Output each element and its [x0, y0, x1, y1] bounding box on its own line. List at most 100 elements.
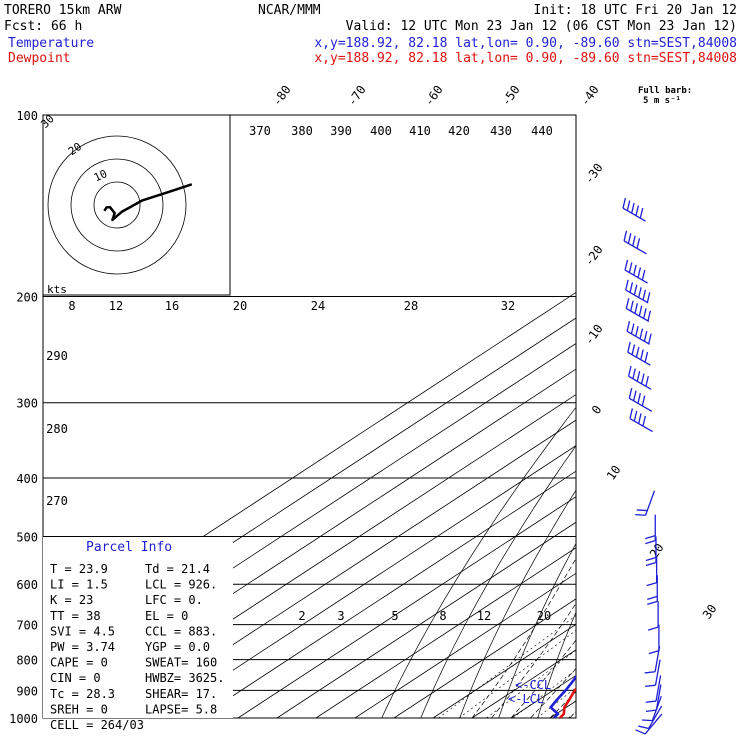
wind-barb-flag: [627, 341, 631, 353]
temperature-legend: Temperature: [8, 36, 94, 51]
theta-label: 290: [46, 349, 68, 363]
isotherm-label: -20: [582, 243, 606, 269]
isotherm-label: 30: [700, 602, 720, 622]
wind-barb-flag: [640, 373, 645, 384]
wind-barb-flag: [627, 233, 632, 244]
parcel-row-left: PW = 3.74: [50, 640, 115, 654]
wind-barb: [625, 279, 651, 304]
parcel-row-left: CIN = 0: [50, 671, 101, 685]
isotherm-line: [589, 115, 740, 718]
wind-barb-flag: [626, 320, 631, 332]
wind-barb-flag: [628, 387, 633, 399]
parcel-row-right: LAPSE= 5.8: [145, 702, 217, 716]
mixing-ratio-line: [486, 649, 576, 718]
wind-barb: [628, 387, 653, 412]
wind-barb-flag: [638, 305, 643, 317]
barb-legend-title: Full barb:: [638, 86, 692, 96]
mixing-ratio-line: [459, 629, 576, 718]
wind-barb-staff: [651, 695, 662, 721]
parcel-row-left: TT = 38: [50, 609, 101, 623]
parcel-row-right: YGP = 0.0: [145, 640, 210, 654]
mixing-ratio-label: 5: [391, 609, 398, 623]
pressure-label: 800: [16, 654, 38, 668]
moist-adiabat: [491, 602, 576, 718]
hodograph-speed-label: 32: [501, 299, 515, 313]
isotherm-label: 10: [604, 463, 624, 483]
isotherm-line: [315, 547, 576, 718]
isotherm-label: -60: [422, 83, 446, 109]
wind-barb-flag: [637, 267, 642, 278]
parcel-row-right: LCL = 926.: [145, 578, 217, 592]
moist-adiabat: [569, 711, 576, 718]
wind-barb-flag: [642, 289, 647, 301]
wind-barb-flag: [644, 351, 649, 363]
parcel-row-right: SHEAR= 17.: [145, 687, 217, 701]
wind-barb-flag: [630, 323, 635, 334]
wind-barb-flag: [647, 595, 658, 600]
wind-barb-staff: [655, 675, 662, 702]
wind-barb-flag: [641, 269, 646, 281]
dry-adiabat: [498, 542, 576, 718]
theta-label: 420: [448, 124, 470, 138]
wind-barb-flag: [648, 649, 660, 655]
parcel-row-right: HWBZ= 3625.: [145, 671, 224, 685]
wind-barb: [635, 490, 656, 516]
dry-adiabat: [537, 611, 576, 718]
hodograph-ring: [70, 158, 164, 252]
wind-barb-flag: [642, 415, 647, 427]
mixing-ratio-label: 3: [337, 609, 344, 623]
wind-barb-flag: [637, 392, 642, 404]
parcel-info-title: Parcel Info: [86, 540, 172, 555]
wind-barb-flag: [639, 207, 644, 219]
pressure-label: 500: [16, 530, 38, 544]
temperature-profile: [558, 687, 576, 718]
pressure-label: 300: [16, 397, 38, 411]
isotherm-line: [120, 419, 576, 718]
wind-barb-staff: [654, 646, 661, 672]
wind-barb: [625, 298, 652, 323]
wind-barb: [635, 713, 663, 735]
wind-barb: [645, 675, 662, 703]
dry-adiabat: [420, 445, 576, 718]
isotherm-line: [510, 674, 576, 718]
wind-barb-flag: [633, 284, 638, 296]
theta-label: 280: [46, 422, 68, 436]
pressure-label: 900: [16, 684, 38, 698]
wind-barb-staff: [629, 418, 653, 433]
wind-barb-flag: [645, 556, 657, 562]
isotherm-line: [393, 598, 576, 718]
model-title: TORERO 15km ARW: [4, 3, 122, 18]
moist-adiabat: [510, 639, 576, 718]
pressure-label: 100: [16, 109, 38, 123]
parcel-row-left: CAPE = 0: [50, 656, 108, 670]
wind-barb-flag: [631, 202, 635, 214]
isotherm-label: -40: [578, 83, 602, 109]
init-time: Init: 18 UTC Fri 20 Jan 12: [534, 3, 738, 18]
wind-barb: [647, 575, 658, 605]
wind-barb: [644, 646, 661, 674]
wind-barb-flag: [629, 408, 634, 419]
wind-barb: [645, 514, 656, 545]
center-title: NCAR/MMM: [258, 3, 321, 18]
mixing-ratio-label: 20: [537, 609, 551, 623]
wind-barb-flag: [638, 287, 642, 298]
wind-barb-flag: [645, 535, 656, 540]
wind-barb-flag: [635, 346, 640, 358]
wind-barb-flag: [640, 349, 644, 360]
theta-label: 380: [291, 124, 313, 138]
wind-barb-staff: [623, 240, 647, 255]
theta-label: 440: [531, 124, 553, 138]
ccl-label: <-CCL: [515, 678, 551, 692]
wind-barb-flag: [636, 509, 648, 512]
wind-barb-flag: [630, 300, 634, 312]
isotherm-line: [237, 496, 576, 718]
wind-barb-flag: [645, 561, 657, 567]
wind-barb-flag: [626, 200, 631, 211]
isotherm-line: [471, 649, 576, 718]
temperature-station-info: x,y=188.92, 82.18 lat,lon= 0.90, -89.60 …: [314, 36, 737, 51]
wind-barb-flag: [638, 725, 649, 730]
mixing-ratio-line: [536, 687, 576, 718]
dry-adiabat: [616, 115, 740, 718]
